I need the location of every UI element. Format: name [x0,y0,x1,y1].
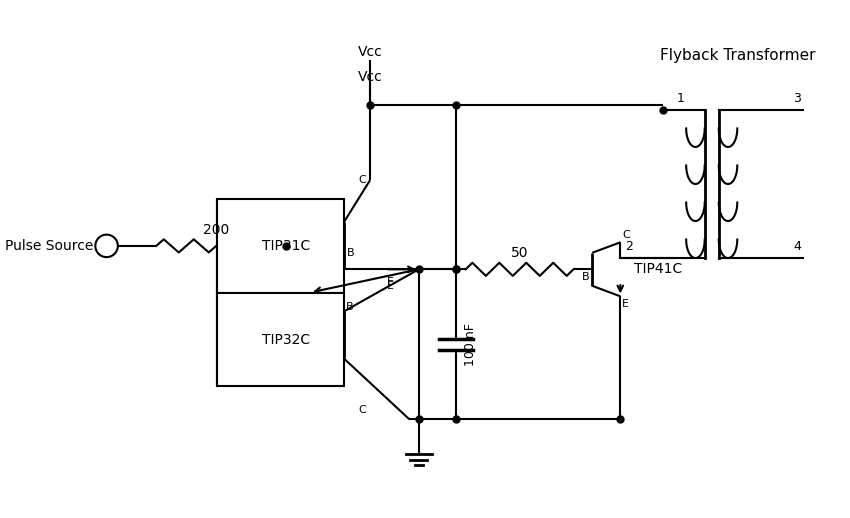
Text: Vcc: Vcc [358,70,382,84]
Text: C: C [622,231,630,240]
Text: TIP41C: TIP41C [634,262,683,276]
Bar [218,199,343,293]
Text: B: B [581,272,589,282]
Text: C: C [359,175,366,185]
Text: Pulse Source: Pulse Source [5,239,93,253]
Text: 100 nF: 100 nF [464,323,477,366]
Text: E: E [387,281,394,292]
Text: 2: 2 [625,240,633,253]
Text: E: E [387,277,394,287]
Text: B: B [346,302,354,312]
Text: TIP31C: TIP31C [262,239,309,253]
Text: 50: 50 [511,246,529,260]
Bar [218,293,343,386]
Text: E: E [622,299,629,309]
Text: Vcc: Vcc [358,45,382,59]
Text: C: C [359,405,366,414]
Text: 1: 1 [677,92,684,105]
Text: TIP32C: TIP32C [262,333,309,347]
Text: 4: 4 [793,240,802,253]
Text: Flyback Transformer: Flyback Transformer [660,48,815,63]
Text: 200: 200 [203,223,230,237]
Text: B: B [347,248,354,258]
Text: 3: 3 [793,92,802,105]
